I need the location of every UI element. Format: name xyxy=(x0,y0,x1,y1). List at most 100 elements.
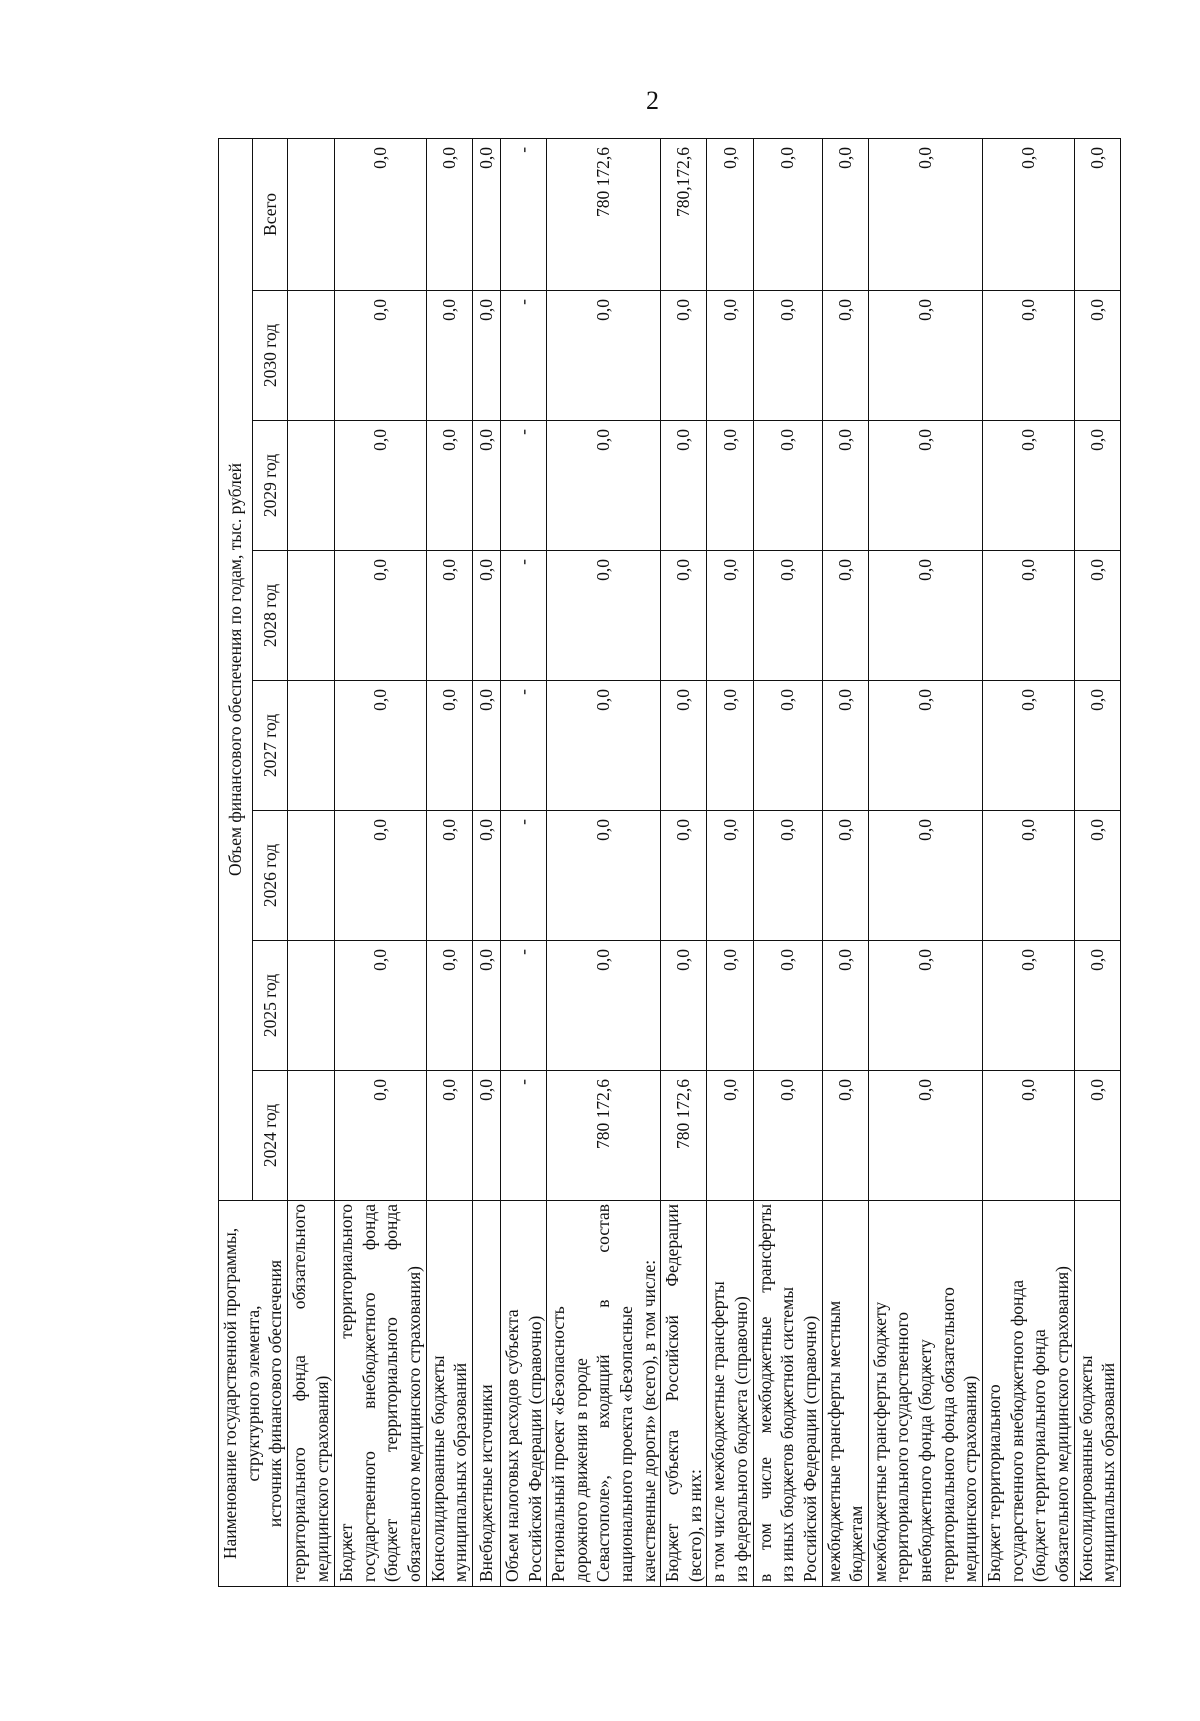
column-header: 2028 год xyxy=(252,550,288,681)
table-row: Внебюджетные источники 0,0 0,0 0,0 0,0 0,0 0,0… xyxy=(472,138,501,1587)
total-value-cell: 0,0 xyxy=(426,138,473,291)
year-value-cell: 0,0 xyxy=(822,420,869,551)
year-value-cell xyxy=(287,940,335,1071)
year-value-cell: 0,0 xyxy=(868,940,983,1071)
source-name-cell: Консолидированные бюджеты муниципальных о… xyxy=(426,1200,473,1587)
table-row: межбюджетные трансферты бюджету территори… xyxy=(868,138,983,1587)
year-value-cell: 0,0 xyxy=(426,290,473,421)
year-value-cell: 0,0 xyxy=(753,420,823,551)
year-value-cell: 0,0 xyxy=(426,550,473,681)
year-value-cell: 0,0 xyxy=(868,550,983,681)
year-value-cell: 0,0 xyxy=(868,1070,983,1201)
table-row: Объем налоговых расходов субъекта Российс… xyxy=(500,138,547,1587)
year-value-cell: - xyxy=(500,1070,547,1201)
year-value-cell xyxy=(287,1070,335,1201)
total-value-cell: - xyxy=(500,138,547,291)
source-name-line: территориального государственного xyxy=(892,1311,913,1582)
table-row: территориального фонда обязательного меди… xyxy=(287,138,335,1587)
source-name-cell: в том числе межбюджетные трансферты из ин… xyxy=(753,1200,823,1587)
source-name-line: в том числе межбюджетные трансферты xyxy=(708,1281,729,1582)
year-value-cell: 0,0 xyxy=(472,680,501,811)
rotated-table-container: Наименование государственной программы, … xyxy=(218,138,1121,1587)
source-name-line: Консолидированные бюджеты xyxy=(1075,1355,1096,1582)
total-value-cell xyxy=(287,138,335,291)
table-row: в том числе межбюджетные трансферты из фе… xyxy=(706,138,754,1587)
year-value-cell: 0,0 xyxy=(334,940,427,1071)
table-row: межбюджетные трансферты местным бюджетам 0… xyxy=(822,138,869,1587)
year-value-cell: 0,0 xyxy=(753,680,823,811)
source-name-cell: Бюджет территориального государственного … xyxy=(982,1200,1075,1587)
source-name-cell: в том числе межбюджетные трансферты из фе… xyxy=(706,1200,754,1587)
source-name-cell: межбюджетные трансферты местным бюджетам xyxy=(822,1200,869,1587)
year-value-cell: - xyxy=(500,290,547,421)
total-value-cell: 0,0 xyxy=(706,138,754,291)
table-row: Консолидированные бюджеты муниципальных о… xyxy=(426,138,473,1587)
year-value-cell: - xyxy=(500,680,547,811)
year-value-cell: 0,0 xyxy=(426,420,473,551)
source-name-cell: межбюджетные трансферты бюджету территори… xyxy=(868,1200,983,1587)
year-value-cell: 0,0 xyxy=(753,290,823,421)
column-header: 2030 год xyxy=(252,290,288,421)
year-value-cell: 0,0 xyxy=(334,810,427,941)
year-value-cell: 0,0 xyxy=(334,550,427,681)
total-value-cell: 0,0 xyxy=(334,138,427,291)
year-value-cell: 0,0 xyxy=(753,810,823,941)
table-row: Бюджет территориального государственного … xyxy=(334,138,427,1587)
source-name-line: из федерального бюджета (справочно) xyxy=(730,1296,751,1582)
source-name-line: (бюджет территориального фонда xyxy=(381,1204,402,1582)
source-name-cell: Бюджет субъекта Российской Федерации (все… xyxy=(660,1200,707,1587)
year-value-cell: 0,0 xyxy=(753,550,823,681)
source-name-line: в том числе межбюджетные трансферты xyxy=(754,1204,775,1582)
source-name-line: бюджетам xyxy=(846,1505,867,1582)
column-header: 2024 год xyxy=(252,1070,288,1201)
year-value-cell: 780 172,6 xyxy=(546,1070,661,1201)
year-value-cell: 0,0 xyxy=(660,940,707,1071)
year-value-cell: 0,0 xyxy=(1074,810,1121,941)
year-value-cell: 0,0 xyxy=(660,290,707,421)
year-value-cell: 0,0 xyxy=(822,290,869,421)
source-name-line: Бюджет территориального xyxy=(336,1204,357,1582)
source-name-line: из иных бюджетов бюджетной системы xyxy=(777,1287,798,1582)
year-value-cell: 0,0 xyxy=(660,420,707,551)
year-value-cell: 0,0 xyxy=(982,550,1075,681)
source-name-line: муниципальных образований xyxy=(1098,1362,1119,1582)
source-name-line: Бюджет территориального xyxy=(984,1384,1005,1582)
table-row: Бюджет территориального государственного … xyxy=(982,138,1075,1587)
source-name-cell: Объем налоговых расходов субъекта Российс… xyxy=(500,1200,547,1587)
source-name-line: территориального фонда обязательного xyxy=(937,1287,958,1582)
total-value-cell: 0,0 xyxy=(753,138,823,291)
year-value-cell: 0,0 xyxy=(472,940,501,1071)
name-column-header: Наименование государственной программы, … xyxy=(218,1200,288,1587)
source-name-line: национального проекта «Безопасные xyxy=(615,1306,636,1582)
header-line: Наименование государственной программы, xyxy=(220,1227,240,1560)
source-name-line: Российской Федерации (справочно) xyxy=(524,1315,545,1582)
year-value-cell: 0,0 xyxy=(1074,680,1121,811)
year-value-cell: 0,0 xyxy=(334,420,427,551)
year-value-cell: 0,0 xyxy=(706,680,754,811)
year-value-cell: 0,0 xyxy=(753,1070,823,1201)
source-name-cell: Бюджет территориального государственного … xyxy=(334,1200,427,1587)
source-name-line: (бюджет территориального фонда xyxy=(1029,1329,1050,1582)
column-header: 2027 год xyxy=(252,680,288,811)
year-value-cell: 0,0 xyxy=(753,940,823,1071)
source-name-line: качественные дороги» (всего), в том числ… xyxy=(638,1259,659,1582)
year-value-cell: 0,0 xyxy=(1074,940,1121,1071)
year-value-cell: 0,0 xyxy=(472,1070,501,1201)
year-value-cell: - xyxy=(500,550,547,681)
year-value-cell: 0,0 xyxy=(982,940,1075,1071)
total-value-cell: 780 172,6 xyxy=(546,138,661,291)
year-value-cell: 0,0 xyxy=(982,680,1075,811)
funding-volume-header: Объем финансового обеспечения по годам, … xyxy=(218,138,253,1201)
column-header: Всего xyxy=(252,138,288,291)
total-value-cell: 0,0 xyxy=(472,138,501,291)
source-name-line: муниципальных образований xyxy=(450,1362,471,1582)
page-number: 2 xyxy=(646,86,659,115)
year-value-cell: 0,0 xyxy=(822,1070,869,1201)
year-value-cell: 0,0 xyxy=(868,290,983,421)
source-name-line: (всего), из них: xyxy=(684,1469,705,1582)
source-name-line: Региональный проект «Безопасность xyxy=(548,1306,569,1582)
source-name-line: Внебюджетные источники xyxy=(476,1384,497,1582)
year-value-cell xyxy=(287,550,335,681)
source-name-line: Бюджет субъекта Российской Федерации xyxy=(662,1204,683,1582)
year-value-cell xyxy=(287,420,335,551)
